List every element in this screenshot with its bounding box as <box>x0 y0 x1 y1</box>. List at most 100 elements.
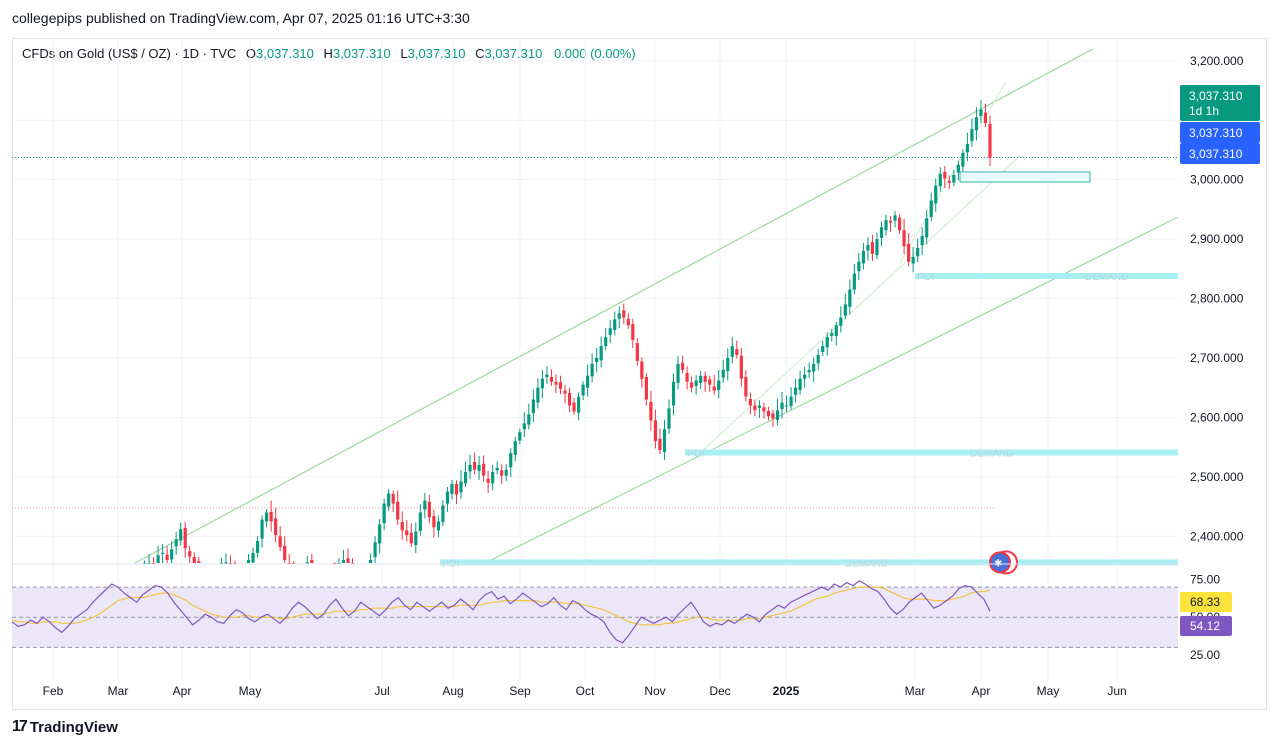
inner-trend-line <box>899 81 1007 264</box>
candle-body <box>676 363 680 383</box>
candle-body <box>179 529 183 541</box>
candle-body <box>536 387 540 403</box>
candle-body <box>712 386 716 391</box>
candle-body <box>703 375 707 382</box>
ohlc-legend: CFDs on Gold (US$ / OZ) · 1D · TVC O3,03… <box>22 46 636 61</box>
candle-body <box>572 402 576 412</box>
candle-body <box>459 481 463 493</box>
candle-body <box>500 470 504 476</box>
rsi-ma-tag <box>1180 592 1232 612</box>
candle-body <box>170 549 174 560</box>
candle-body <box>884 220 888 231</box>
price-tick-label: 3,200.000 <box>1190 54 1244 68</box>
candle-body <box>739 355 743 379</box>
price-tick-label: 2,600.000 <box>1190 410 1244 424</box>
time-tick-label: Aug <box>442 684 463 698</box>
candle-body <box>513 441 517 455</box>
candle-body <box>780 402 784 410</box>
candle-body <box>870 242 875 254</box>
candle-body <box>613 319 617 331</box>
candle-body <box>852 273 856 290</box>
candle-body <box>581 384 585 396</box>
candle-body <box>161 552 165 554</box>
candle-body <box>866 245 870 251</box>
candle-body <box>771 413 775 419</box>
candle-body <box>807 369 811 373</box>
candle-body <box>875 239 879 256</box>
open-value: 3,037.310 <box>256 46 314 61</box>
price-tag <box>1180 143 1260 164</box>
candle-body <box>278 536 282 547</box>
price-tick-label: 3,000.000 <box>1190 173 1244 187</box>
candle-body <box>197 561 201 563</box>
candle-body <box>640 361 644 379</box>
candle-body <box>943 171 947 179</box>
candle-body <box>821 346 825 353</box>
candle-body <box>545 374 549 377</box>
close-value: 3,037.310 <box>484 46 543 61</box>
candle-body <box>251 552 255 563</box>
rsi-ma-line <box>11 586 991 626</box>
candle-body <box>518 432 522 441</box>
candle-body <box>405 530 409 536</box>
time-tick-label: Mar <box>108 684 129 698</box>
candle-body <box>427 501 431 518</box>
demand-zone-bar <box>440 559 1178 566</box>
candle-body <box>260 519 264 539</box>
candle-body <box>965 144 969 153</box>
candle-body <box>708 379 712 385</box>
candle-body <box>699 375 703 383</box>
candle-body <box>784 405 789 407</box>
tradingview-logo-icon: 17 <box>12 718 28 735</box>
candle-body <box>839 317 843 326</box>
candle-body <box>400 521 404 531</box>
rsi-line <box>11 580 991 644</box>
candle-body <box>486 478 490 483</box>
candle-body <box>825 337 829 348</box>
symbol-label[interactable]: CFDs on Gold (US$ / OZ) · 1D · TVC <box>22 46 237 61</box>
candle-body <box>183 527 187 549</box>
candle-body <box>974 117 979 131</box>
price-tag <box>1180 85 1260 121</box>
candle-body <box>554 381 558 385</box>
candle-body <box>373 542 377 558</box>
candle-body <box>246 560 251 563</box>
candle-body <box>938 173 942 187</box>
price-tag-value: 3,037.310 <box>1189 89 1243 103</box>
close-label: C <box>475 46 485 61</box>
candle-body <box>436 521 441 531</box>
tradingview-logo[interactable]: 17 TradingView <box>12 718 118 736</box>
chart-frame <box>12 38 1267 710</box>
change-value: 0.000 (0.00%) <box>553 46 636 61</box>
candle-body <box>649 401 653 421</box>
rsi-level-label: 75.00 <box>1190 573 1220 587</box>
rsi-tag <box>1180 616 1232 636</box>
candle-body <box>671 381 676 406</box>
candle-body <box>341 560 346 563</box>
time-tick-label: 2025 <box>773 684 800 698</box>
rsi-tag-value: 54.12 <box>1190 619 1220 633</box>
candle-body <box>491 472 495 484</box>
candle-body <box>504 469 508 476</box>
candle-body <box>662 429 667 452</box>
candle-body <box>310 560 314 563</box>
candle-body <box>165 554 169 561</box>
candle-body <box>608 328 612 335</box>
zone-box <box>959 171 1091 183</box>
candle-body <box>192 557 196 563</box>
candle-body <box>667 408 671 429</box>
high-value: 3,037.310 <box>332 46 391 61</box>
candle-body <box>848 289 852 307</box>
candle-body <box>748 398 752 406</box>
inner-trend-line <box>699 155 1021 454</box>
candle-body <box>305 562 309 564</box>
candle-body <box>816 354 820 364</box>
candle-body <box>925 218 929 238</box>
candle-body <box>549 376 554 382</box>
candle-body <box>879 227 884 238</box>
candle-body <box>803 374 807 379</box>
candle-body <box>409 532 413 544</box>
candle-body <box>414 531 418 546</box>
candle-body <box>907 243 911 262</box>
